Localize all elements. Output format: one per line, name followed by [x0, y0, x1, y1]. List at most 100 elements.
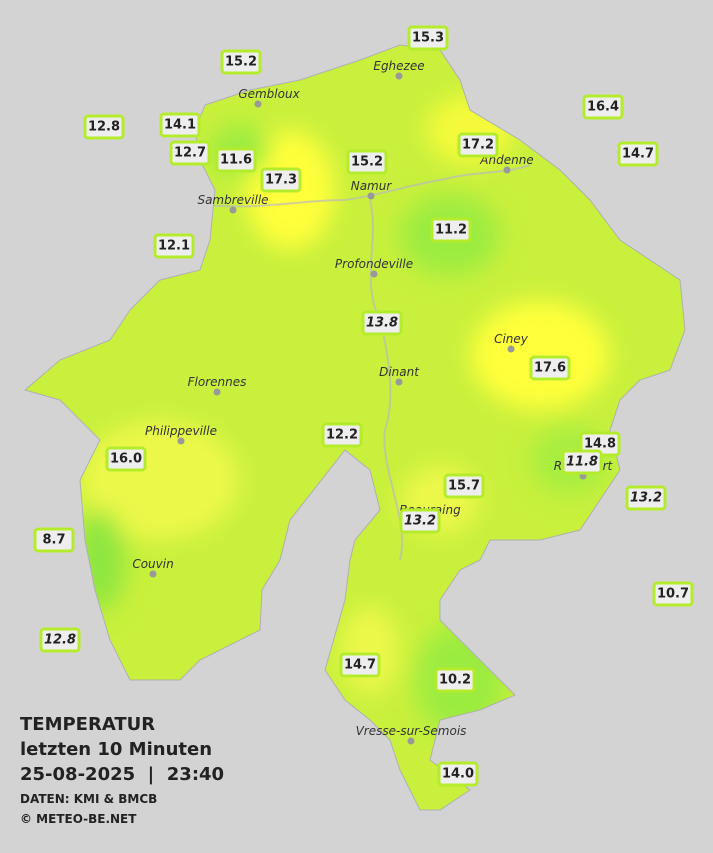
city-label: Florennes: [188, 375, 247, 389]
station: 15.7: [443, 473, 485, 499]
city-label: Couvin: [132, 557, 173, 571]
station-value: 14.0: [442, 767, 474, 782]
station: 12.8: [83, 114, 125, 140]
station-value: 12.1: [158, 239, 190, 254]
station-value: 13.2: [630, 491, 662, 506]
station: 10.2: [434, 667, 476, 693]
station: 14.7: [339, 652, 381, 678]
station-value: 17.3: [265, 173, 297, 188]
station: 13.2: [399, 508, 441, 534]
city-dot: [503, 166, 511, 174]
station-box: [582, 94, 624, 120]
station: 14.0: [437, 761, 479, 787]
station-value: 14.7: [344, 658, 376, 673]
station: 17.6: [529, 355, 571, 381]
station-value: 13.2: [404, 514, 436, 529]
station-box: [529, 355, 571, 381]
station-value: 15.7: [448, 479, 480, 494]
city-dot: [213, 388, 221, 396]
station-value: 10.2: [439, 673, 471, 688]
station-box: [346, 149, 388, 175]
station-box: [260, 167, 302, 193]
station-value: 11.2: [435, 223, 467, 238]
station: 12.7: [169, 140, 211, 166]
station: 11.8: [561, 449, 603, 475]
station-box: [361, 310, 403, 336]
station: 17.3: [260, 167, 302, 193]
station: 10.7: [652, 581, 694, 607]
legend-source: DATEN: KMI & BMCB: [20, 792, 157, 806]
station-value: 15.3: [412, 31, 444, 46]
station-box: [321, 422, 363, 448]
station-value: 16.0: [110, 452, 142, 467]
station-box: [153, 233, 195, 259]
station-value: 12.7: [174, 146, 206, 161]
station-value: 14.1: [164, 118, 196, 133]
legend-copyright: © METEO-BE.NET: [20, 812, 137, 826]
station-value: 17.2: [462, 138, 494, 153]
city-label: Ciney: [494, 332, 529, 346]
station: 15.2: [346, 149, 388, 175]
station-value: 10.7: [657, 587, 689, 602]
station-box: [399, 508, 441, 534]
station-box: [437, 761, 479, 787]
station: 15.3: [407, 25, 449, 51]
station-box: [220, 49, 262, 75]
station: 13.2: [625, 485, 667, 511]
city-dot: [367, 192, 375, 200]
station: 12.1: [153, 233, 195, 259]
station-box: [457, 132, 499, 158]
station-box: [434, 667, 476, 693]
city-dot: [229, 206, 237, 214]
station-box: [33, 527, 75, 553]
station-value: 14.8: [584, 437, 616, 452]
city-label: Gembloux: [238, 87, 300, 101]
city-label: Sambreville: [197, 193, 268, 207]
station: 16.4: [582, 94, 624, 120]
station-box: [215, 147, 257, 173]
city-dot: [149, 570, 157, 578]
station-box: [83, 114, 125, 140]
station-value: 13.8: [366, 316, 398, 331]
station: 12.2: [321, 422, 363, 448]
station: 13.8: [361, 310, 403, 336]
station: 17.2: [457, 132, 499, 158]
station-value: 15.2: [351, 155, 383, 170]
legend-subtitle: letzten 10 Minuten: [20, 739, 212, 760]
station: 14.7: [617, 141, 659, 167]
station-box: [617, 141, 659, 167]
city-label: Dinant: [379, 365, 420, 379]
station-value: 16.4: [587, 100, 619, 115]
city-label: Philippeville: [145, 424, 217, 438]
legend-title: TEMPERATUR: [20, 714, 155, 735]
station-value: 12.8: [44, 633, 76, 648]
station: 16.0: [105, 446, 147, 472]
station-value: 11.6: [220, 153, 252, 168]
station-value: 8.7: [42, 533, 65, 548]
station-box: [169, 140, 211, 166]
station-value: 15.2: [225, 55, 257, 70]
city-dot: [395, 72, 403, 80]
city-dot: [407, 737, 415, 745]
station: 8.7: [33, 527, 75, 553]
station-box: [561, 449, 603, 475]
station-box: [652, 581, 694, 607]
city-dot: [370, 270, 378, 278]
city-dot: [254, 100, 262, 108]
station-box: [430, 217, 472, 243]
station-box: [39, 627, 81, 653]
legend: TEMPERATUR letzten 10 Minuten 25-08-2025…: [20, 714, 224, 826]
city-label: Namur: [351, 179, 393, 193]
legend-datetime: 25-08-2025 | 23:40: [20, 764, 224, 785]
city-dot: [177, 437, 185, 445]
station-box: [105, 446, 147, 472]
station-box: [443, 473, 485, 499]
station: 11.6: [215, 147, 257, 173]
station-value: 12.8: [88, 120, 120, 135]
stations: 15.3 15.2 12.8 14.1 16.4 17.2 14.7 12.7 11.6 15.2…: [33, 25, 694, 787]
station-value: 12.2: [326, 428, 358, 443]
city-label: Profondeville: [335, 257, 413, 271]
city-dot: [507, 345, 515, 353]
city-dot: [395, 378, 403, 386]
